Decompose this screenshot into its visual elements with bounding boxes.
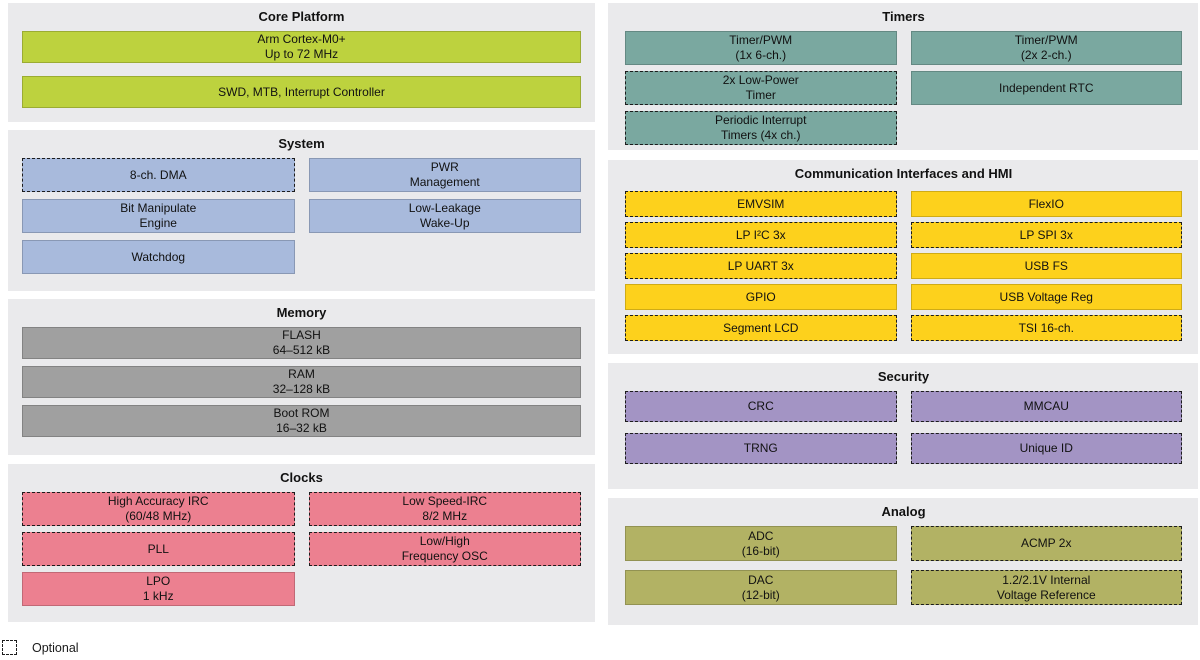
section-security-grid: CRC MMCAU TRNG Unique ID: [625, 391, 1182, 464]
block-flash: FLASH 64–512 kB: [22, 327, 581, 359]
block-usb-fs: USB FS: [910, 253, 1182, 279]
section-core-platform-title: Core Platform: [258, 9, 345, 24]
block-lp-uart-3x: LP UART 3x: [625, 253, 897, 279]
block-unique-id: Unique ID: [910, 433, 1182, 464]
block-pwr-management: PWR Management: [308, 158, 581, 192]
section-memory-grid: FLASH 64–512 kB RAM 32–128 kB Boot ROM 1…: [22, 327, 581, 437]
section-core-platform-grid: Arm Cortex-M0+ Up to 72 MHz SWD, MTB, In…: [22, 31, 581, 108]
block-periodic-interrupt-timers: Periodic Interrupt Timers (4x ch.): [625, 111, 897, 145]
block-flexio: FlexIO: [910, 191, 1182, 217]
section-timers: Timers Timer/PWM (1x 6-ch.) Timer/PWM (2…: [608, 3, 1198, 150]
section-system: System 8-ch. DMA PWR Management Bit Mani…: [8, 130, 595, 291]
section-analog-title: Analog: [881, 504, 926, 519]
block-lp-i2c-3x: LP I²C 3x: [625, 222, 897, 248]
block-independent-rtc: Independent RTC: [910, 71, 1182, 105]
block-8ch-dma: 8-ch. DMA: [22, 158, 295, 192]
section-analog-grid: ADC (16-bit) ACMP 2x DAC (12-bit) 1.2/2.…: [625, 526, 1182, 605]
block-mmcau: MMCAU: [910, 391, 1182, 422]
block-high-accuracy-irc: High Accuracy IRC (60/48 MHz): [22, 492, 295, 526]
section-system-grid: 8-ch. DMA PWR Management Bit Manipulate …: [22, 158, 581, 274]
block-tsi-16ch: TSI 16-ch.: [910, 315, 1182, 341]
block-low-speed-irc: Low Speed-IRC 8/2 MHz: [308, 492, 581, 526]
block-lpo: LPO 1 kHz: [22, 572, 295, 606]
block-ram: RAM 32–128 kB: [22, 366, 581, 398]
block-adc-16bit: ADC (16-bit): [625, 526, 897, 561]
block-low-leakage-wake-up: Low-Leakage Wake-Up: [308, 199, 581, 233]
block-internal-voltage-reference: 1.2/2.1V Internal Voltage Reference: [910, 570, 1182, 605]
section-core-platform: Core Platform Arm Cortex-M0+ Up to 72 MH…: [8, 3, 595, 122]
block-low-high-frequency-osc: Low/High Frequency OSC: [308, 532, 581, 566]
block-acmp-2x: ACMP 2x: [910, 526, 1182, 561]
block-trng: TRNG: [625, 433, 897, 464]
legend-optional-label: Optional: [32, 640, 79, 655]
block-pll: PLL: [22, 532, 295, 566]
block-2x-low-power-timer: 2x Low-Power Timer: [625, 71, 897, 105]
block-timer-pwm-1x-6ch: Timer/PWM (1x 6-ch.): [625, 31, 897, 65]
section-communication-interfaces-hmi-title: Communication Interfaces and HMI: [794, 166, 1013, 181]
block-timer-pwm-2x-2ch: Timer/PWM (2x 2-ch.): [910, 31, 1182, 65]
block-segment-lcd: Segment LCD: [625, 315, 897, 341]
block-watchdog: Watchdog: [22, 240, 295, 274]
section-communication-interfaces-hmi-grid: EMVSIM FlexIO LP I²C 3x LP SPI 3x LP UAR…: [625, 191, 1182, 341]
section-analog: Analog ADC (16-bit) ACMP 2x DAC (12-bit)…: [608, 498, 1198, 625]
section-timers-title: Timers: [882, 9, 925, 24]
block-lp-spi-3x: LP SPI 3x: [910, 222, 1182, 248]
block-gpio: GPIO: [625, 284, 897, 310]
section-memory-title: Memory: [276, 305, 327, 320]
block-emvsim: EMVSIM: [625, 191, 897, 217]
section-timers-grid: Timer/PWM (1x 6-ch.) Timer/PWM (2x 2-ch.…: [625, 31, 1182, 145]
block-dac-12bit: DAC (12-bit): [625, 570, 897, 605]
section-clocks-title: Clocks: [280, 470, 323, 485]
block-swd-mtb-interrupt-controller: SWD, MTB, Interrupt Controller: [22, 76, 581, 108]
block-bit-manipulate-engine: Bit Manipulate Engine: [22, 199, 295, 233]
section-clocks-grid: High Accuracy IRC (60/48 MHz) Low Speed-…: [22, 492, 581, 606]
optional-dashed-swatch-icon: [2, 640, 17, 655]
section-memory: Memory FLASH 64–512 kB RAM 32–128 kB Boo…: [8, 299, 595, 455]
section-clocks: Clocks High Accuracy IRC (60/48 MHz) Low…: [8, 464, 595, 622]
block-boot-rom: Boot ROM 16–32 kB: [22, 405, 581, 437]
section-communication-interfaces-hmi: Communication Interfaces and HMI EMVSIM …: [608, 160, 1198, 354]
section-system-title: System: [278, 136, 325, 151]
block-arm-cortex-m0plus: Arm Cortex-M0+ Up to 72 MHz: [22, 31, 581, 63]
section-security-title: Security: [877, 369, 930, 384]
block-crc: CRC: [625, 391, 897, 422]
section-security: Security CRC MMCAU TRNG Unique ID: [608, 363, 1198, 489]
block-usb-voltage-reg: USB Voltage Reg: [910, 284, 1182, 310]
legend-optional: Optional: [2, 640, 79, 655]
